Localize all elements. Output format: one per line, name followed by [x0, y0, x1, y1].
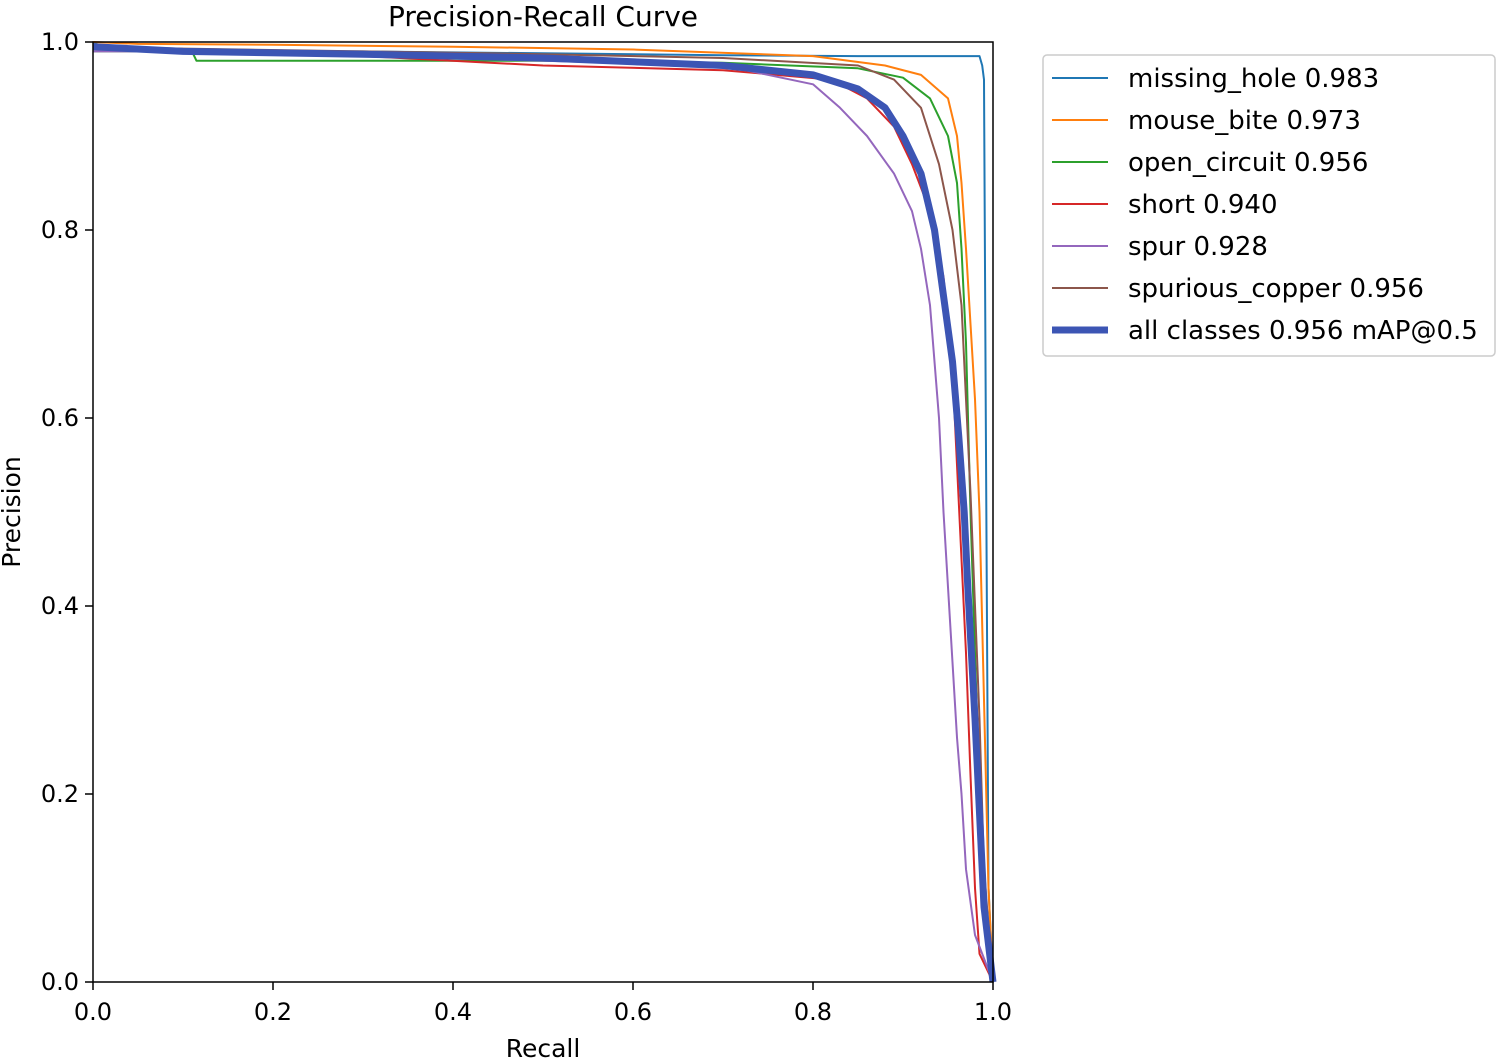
- series-line-4: [93, 50, 994, 983]
- series-line-0: [92, 41, 994, 983]
- plot-frame: [92, 41, 994, 983]
- legend-label-6: all classes 0.956 mAP@0.5: [1128, 316, 1478, 346]
- series-line-1: [92, 41, 994, 983]
- x-tick-label: 0.8: [794, 998, 832, 1026]
- y-tick-label: 1.0: [41, 28, 79, 56]
- legend-label-2: open_circuit 0.956: [1128, 148, 1368, 178]
- legend-label-1: mouse_bite 0.973: [1128, 106, 1361, 136]
- x-tick-label: 0.2: [254, 998, 292, 1026]
- x-axis: 0.0 0.2 0.4 0.6 0.8 1.0: [74, 982, 1012, 1026]
- y-axis: 0.0 0.2 0.4 0.6 0.8 1.0: [41, 28, 93, 996]
- chart-title: Precision-Recall Curve: [388, 0, 698, 33]
- series-line-6: [92, 43, 997, 983]
- y-tick-label: 0.2: [41, 780, 79, 808]
- plot-area: [92, 41, 997, 983]
- y-tick-label: 0.6: [41, 404, 79, 432]
- y-axis-label: Precision: [0, 456, 26, 568]
- y-tick-label: 0.0: [41, 968, 79, 996]
- x-tick-label: 1.0: [974, 998, 1012, 1026]
- legend-label-0: missing_hole 0.983: [1128, 64, 1379, 94]
- y-tick-label: 0.8: [41, 216, 79, 244]
- legend-label-4: spur 0.928: [1128, 232, 1268, 262]
- x-tick-label: 0.6: [614, 998, 652, 1026]
- legend: missing_hole 0.983 mouse_bite 0.973 open_c…: [1042, 54, 1496, 357]
- legend-box: [1042, 54, 1496, 357]
- legend-label-5: spurious_copper 0.956: [1128, 274, 1424, 304]
- y-tick-label: 0.4: [41, 592, 79, 620]
- x-axis-label: Recall: [506, 1034, 581, 1061]
- legend-label-3: short 0.940: [1128, 190, 1278, 220]
- series-line-3: [92, 45, 994, 983]
- x-tick-label: 0.0: [74, 998, 112, 1026]
- series-line-2: [93, 50, 994, 983]
- x-tick-label: 0.4: [434, 998, 472, 1026]
- series-line-5: [92, 45, 994, 983]
